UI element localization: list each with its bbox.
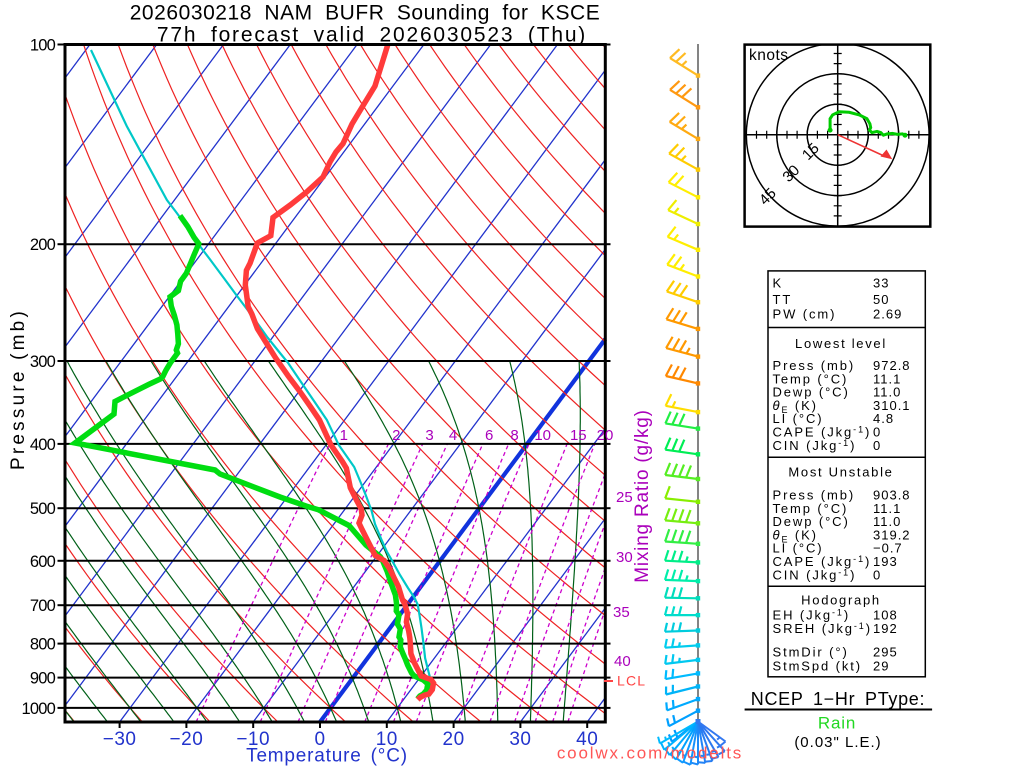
svg-text:30: 30 (509, 729, 531, 750)
svg-text:2026030218 NAM BUFR Sounding f: 2026030218 NAM BUFR Sounding for KSCE (130, 2, 601, 25)
svg-text:Mixing Ratio (g/kg): Mixing Ratio (g/kg) (632, 409, 653, 583)
svg-text:40: 40 (614, 653, 631, 670)
svg-text:20: 20 (597, 427, 614, 444)
svg-text:1000: 1000 (21, 700, 55, 718)
svg-text:192: 192 (873, 621, 898, 636)
svg-text:400: 400 (30, 436, 56, 454)
svg-text:Most Unstable: Most Unstable (788, 465, 893, 480)
svg-text:4: 4 (449, 427, 457, 444)
svg-text:200: 200 (30, 236, 56, 254)
svg-text:TT: TT (773, 292, 793, 307)
svg-text:coolwx.com/modelts: coolwx.com/modelts (557, 744, 743, 763)
svg-text:LCL: LCL (617, 673, 646, 689)
svg-text:NCEP 1−Hr PType:: NCEP 1−Hr PType: (751, 689, 925, 709)
svg-text:3: 3 (425, 427, 433, 444)
svg-text:Rain: Rain (818, 714, 856, 733)
svg-text:0: 0 (873, 438, 881, 453)
svg-text:Temperature (°C): Temperature (°C) (246, 746, 408, 767)
svg-text:300: 300 (30, 353, 56, 371)
svg-text:2: 2 (392, 427, 400, 444)
svg-text:33: 33 (873, 276, 889, 291)
svg-text:Hodograph: Hodograph (801, 593, 881, 608)
svg-text:15: 15 (570, 427, 587, 444)
svg-text:900: 900 (30, 670, 56, 688)
svg-text:500: 500 (30, 500, 56, 518)
svg-text:2.69: 2.69 (873, 307, 902, 322)
svg-text:35: 35 (613, 604, 630, 621)
svg-text:25: 25 (616, 489, 633, 506)
svg-text:−30: −30 (103, 729, 137, 750)
svg-text:10: 10 (534, 427, 551, 444)
svg-text:8: 8 (510, 427, 518, 444)
svg-text:StmSpd (kt): StmSpd (kt) (773, 658, 863, 673)
svg-text:295: 295 (873, 644, 898, 659)
svg-text:20: 20 (443, 729, 465, 750)
svg-text:77h forecast valid 2026030523: 77h forecast valid 2026030523 (Thu) (157, 24, 587, 47)
svg-text:29: 29 (873, 658, 889, 673)
svg-text:6: 6 (485, 427, 493, 444)
svg-text:700: 700 (30, 597, 56, 615)
svg-text:StmDir (°): StmDir (°) (773, 644, 849, 659)
svg-text:50: 50 (873, 292, 889, 307)
svg-text:800: 800 (30, 636, 56, 654)
svg-text:K: K (773, 276, 784, 291)
svg-text:0: 0 (873, 567, 881, 582)
svg-text:Pressure (mb): Pressure (mb) (8, 308, 29, 470)
svg-text:600: 600 (30, 553, 56, 571)
svg-text:PW (cm): PW (cm) (773, 307, 837, 322)
svg-text:knots: knots (749, 47, 789, 64)
svg-text:−20: −20 (170, 729, 204, 750)
svg-text:1: 1 (340, 427, 348, 444)
svg-text:30: 30 (616, 549, 633, 566)
svg-text:100: 100 (30, 37, 56, 55)
svg-text:(0.03" L.E.): (0.03" L.E.) (794, 734, 881, 751)
svg-text:Lowest level: Lowest level (795, 336, 887, 351)
